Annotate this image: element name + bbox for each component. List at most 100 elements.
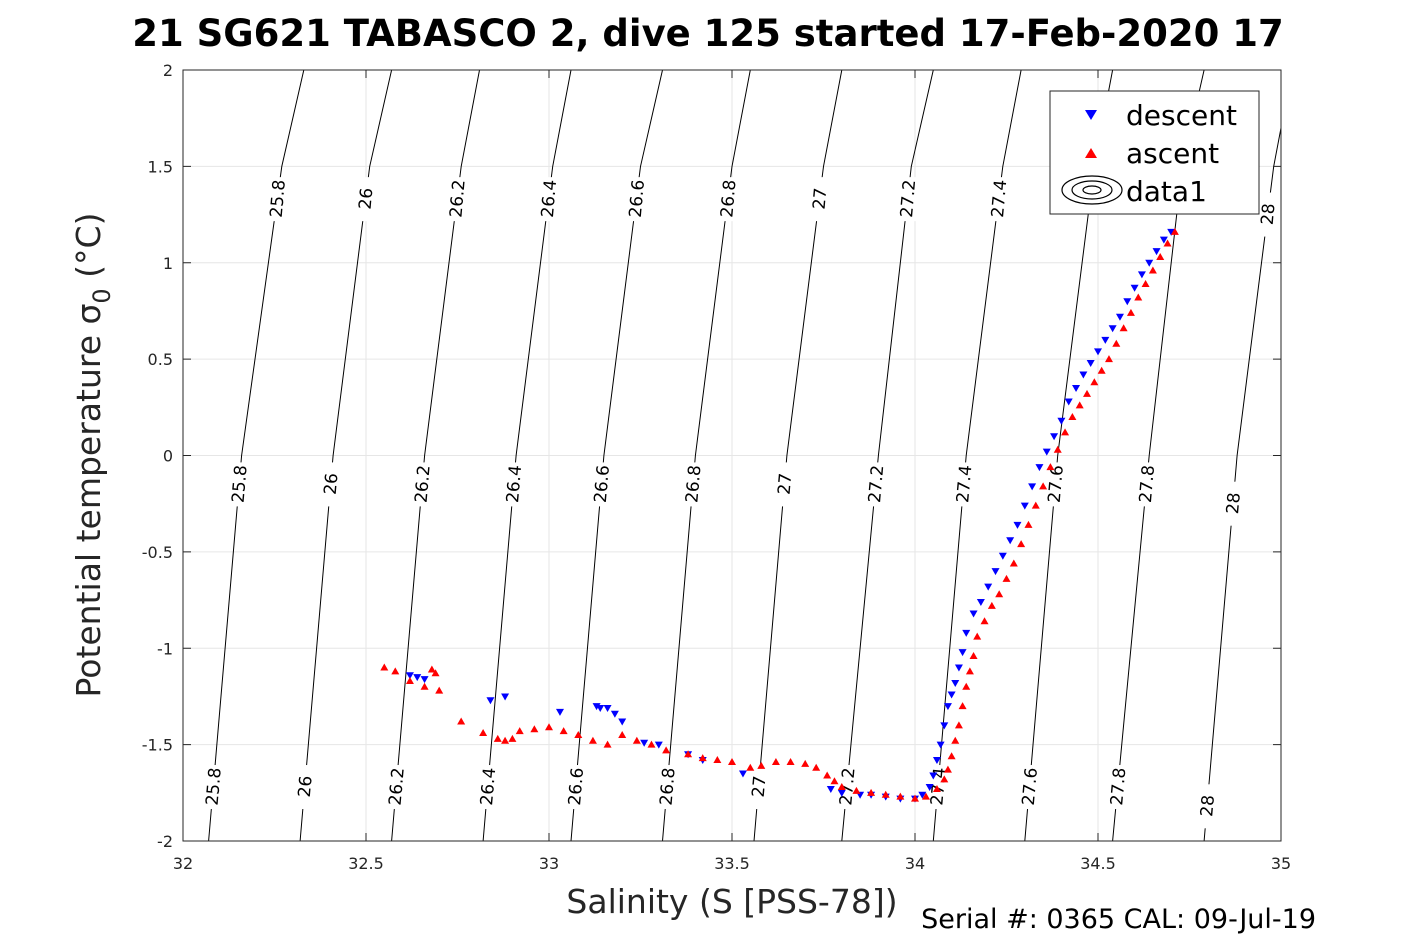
ascent-point: [1163, 239, 1172, 247]
contour-label-bg: [773, 462, 796, 507]
ascent-point: [1002, 574, 1011, 582]
y-tick-label: -1: [157, 639, 173, 658]
contour-label-bg: [502, 462, 525, 507]
y-tick-label: 0.5: [148, 350, 173, 369]
contour-label-bg: [1221, 481, 1244, 526]
contour-label-26.6: 26.6: [591, 464, 614, 503]
density-contour-27.4: [932, 70, 1022, 841]
ascent-point: [574, 730, 583, 738]
ascent-point: [1075, 401, 1084, 409]
contour-label-bg: [1196, 784, 1219, 829]
ascent-point: [588, 736, 597, 744]
descent-point: [1167, 228, 1176, 236]
contour-label-bg: [354, 177, 377, 222]
contour-label-bg: [716, 177, 739, 222]
descent-point: [940, 722, 949, 730]
ascent-point: [947, 752, 956, 760]
descent-point: [837, 789, 846, 797]
contour-label-bg: [385, 765, 408, 810]
contour-label-bg: [228, 462, 251, 507]
contour-label-bg: [1106, 765, 1129, 810]
ascent-point: [1170, 227, 1179, 235]
contour-label-26.2: 26.2: [446, 179, 469, 218]
ascent-point: [420, 682, 429, 690]
contour-label-bg: [681, 462, 704, 507]
ascent-point: [545, 723, 553, 731]
ascent-point: [940, 775, 949, 783]
contour-label-bg: [952, 462, 975, 507]
descent-point: [555, 708, 564, 716]
descent-point: [1020, 502, 1029, 510]
ascent-point: [958, 702, 967, 710]
density-contour-labels: 25.8 26 26.2 26.4 26.6 26.8 27 27.2 27.4 28 25.8 26…: [202, 177, 1280, 829]
data-series: [380, 227, 1179, 803]
descent-point: [1145, 259, 1154, 267]
contour-label-27.6: 27.6: [1045, 464, 1068, 503]
descent-point: [592, 703, 601, 711]
contour-label-bg: [747, 765, 770, 810]
ascent-point: [1141, 279, 1150, 287]
x-tick-label: 33: [539, 854, 559, 873]
ascent-point: [987, 601, 996, 609]
density-contour-26: [299, 70, 393, 841]
density-contour-28: [1203, 125, 1281, 841]
ascent-point: [962, 682, 971, 690]
legend-box: [1049, 90, 1260, 215]
ascent-point: [530, 725, 539, 733]
contour-label-26.4: 26.4: [538, 179, 561, 218]
ascent-point: [786, 757, 795, 765]
ascent-point: [1156, 252, 1165, 260]
descent-point: [405, 672, 414, 680]
density-contour-26.6: [570, 70, 663, 841]
ascent-point: [1061, 428, 1070, 436]
ascent-point: [1053, 445, 1062, 453]
ascent-point: [1017, 540, 1026, 548]
descent-point: [1152, 248, 1161, 256]
descent-point: [640, 739, 649, 747]
density-contour-25.8: [208, 70, 305, 841]
contour-label-bg: [564, 765, 587, 810]
descent-point: [1050, 433, 1059, 441]
contour-label-26.4: 26.4: [477, 767, 500, 806]
ascent-point: [830, 777, 839, 785]
contour-label-bg: [476, 765, 499, 810]
ascent-point: [427, 665, 436, 673]
contour-label-26.6: 26.6: [565, 767, 588, 806]
descent-point: [501, 693, 510, 701]
ascent-point: [1112, 339, 1121, 347]
descent-point: [1013, 521, 1022, 529]
x-tick-label: 33.5: [714, 854, 750, 873]
descent-point: [962, 629, 971, 637]
descent-point: [1115, 313, 1124, 321]
contour-label-bg: [1018, 765, 1041, 810]
descent-point: [413, 674, 422, 682]
ascent-point: [1039, 482, 1048, 490]
descent-point: [618, 718, 627, 726]
ascent-point: [837, 783, 846, 791]
descent-point: [1137, 271, 1146, 279]
contour-label-27.2: 27.2: [897, 179, 920, 218]
y-tick-label: -1.5: [142, 736, 173, 755]
contour-label-26.4: 26.4: [503, 464, 526, 503]
descent-point: [932, 757, 941, 765]
contour-label-bg: [319, 462, 342, 507]
y-tick-label: 2: [163, 61, 173, 80]
ascent-point: [921, 792, 930, 800]
descent-point: [1123, 298, 1132, 306]
legend: descent ascent data1: [1049, 90, 1260, 215]
descent-point: [1108, 325, 1117, 333]
descent-point: [984, 583, 993, 591]
ascent-point: [1068, 412, 1077, 420]
contour-label-26.8: 26.8: [682, 464, 705, 503]
axes: 32 32.5 33 33.5 34 34.5 35 -2 -1.5 -1 -0.5 0 0.5 1 1.5…: [142, 61, 1291, 873]
contour-label-26: 26: [356, 187, 378, 210]
contour-label-27.2: 27.2: [836, 767, 859, 806]
contour-label-bg: [864, 462, 887, 507]
ascent-point: [951, 736, 960, 744]
descent-point: [951, 679, 960, 687]
contour-label-25.8: 25.8: [267, 179, 290, 218]
ascent-point: [1097, 366, 1106, 374]
descent-point: [1079, 371, 1088, 379]
x-tick-label: 34: [905, 854, 925, 873]
